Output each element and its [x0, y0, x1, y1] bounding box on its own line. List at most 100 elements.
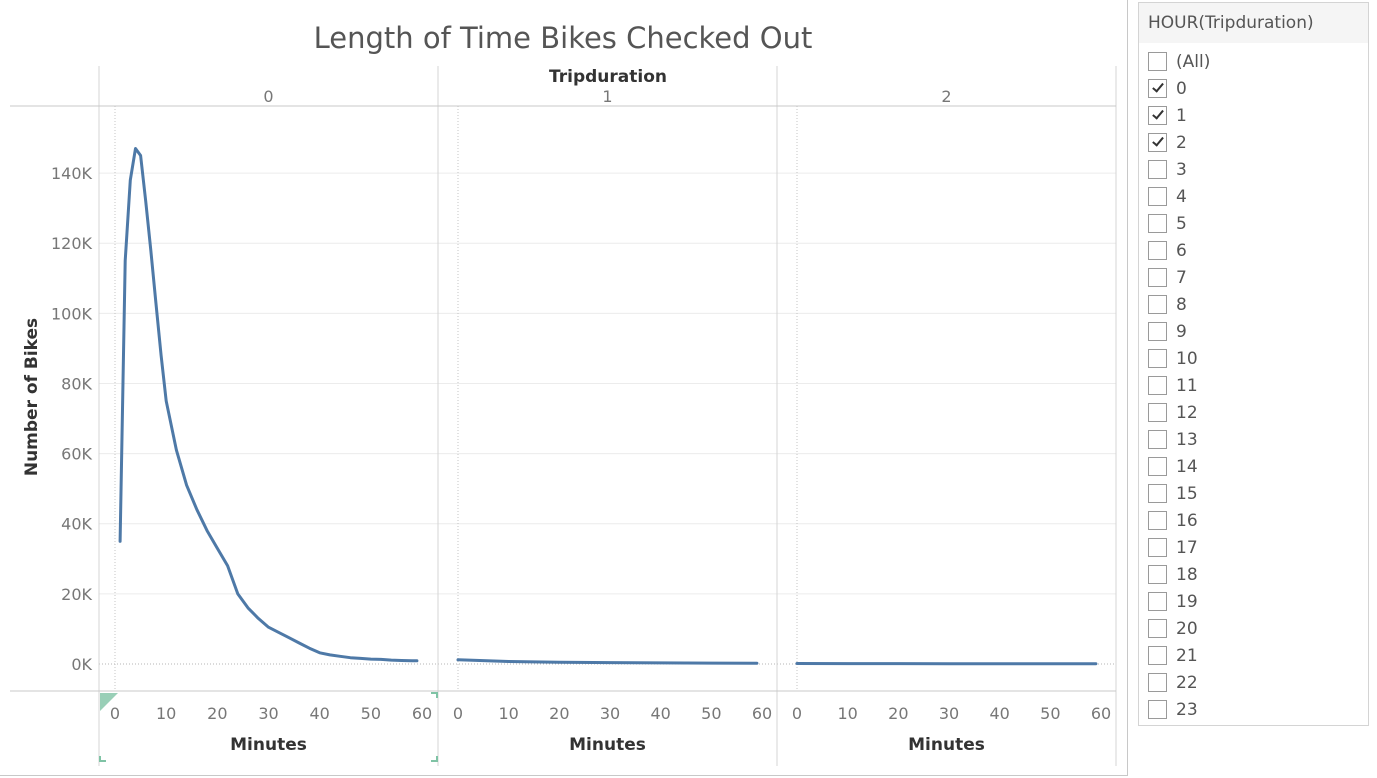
filter-item-10[interactable]: 10 — [1139, 345, 1368, 372]
filter-item-16[interactable]: 16 — [1139, 507, 1368, 534]
y-tick-label: 100K — [51, 304, 93, 323]
filter-item-label: 10 — [1176, 348, 1198, 369]
checkbox[interactable] — [1148, 457, 1167, 476]
x-tick-label: 50 — [361, 704, 381, 723]
checkbox[interactable] — [1148, 565, 1167, 584]
checkbox[interactable] — [1148, 295, 1167, 314]
checkbox[interactable] — [1148, 376, 1167, 395]
filter-item-label: 19 — [1176, 591, 1198, 612]
filter-item-8[interactable]: 8 — [1139, 291, 1368, 318]
x-tick-label: 10 — [498, 704, 518, 723]
filter-item-7[interactable]: 7 — [1139, 264, 1368, 291]
checkbox[interactable] — [1148, 106, 1167, 125]
filter-item-label: 8 — [1176, 294, 1187, 315]
checkbox[interactable] — [1148, 241, 1167, 260]
filter-item-label: 0 — [1176, 78, 1187, 99]
checkbox[interactable] — [1148, 646, 1167, 665]
filter-item-label: 6 — [1176, 240, 1187, 261]
filter-item-2[interactable]: 2 — [1139, 129, 1368, 156]
filter-item-21[interactable]: 21 — [1139, 642, 1368, 669]
filter-item-label: 20 — [1176, 618, 1198, 639]
filter-item-4[interactable]: 4 — [1139, 183, 1368, 210]
filter-item-11[interactable]: 11 — [1139, 372, 1368, 399]
filter-item-label: 11 — [1176, 375, 1198, 396]
series-line-panel-0 — [118, 147, 419, 663]
filter-item-all[interactable]: (All) — [1139, 48, 1368, 75]
checkbox[interactable] — [1148, 214, 1167, 233]
line-chart: Length of Time Bikes Checked Out Tripdur… — [10, 21, 1117, 766]
filter-item-label: 17 — [1176, 537, 1198, 558]
filter-item-label: 5 — [1176, 213, 1187, 234]
filter-item-23[interactable]: 23 — [1139, 696, 1368, 723]
checkbox[interactable] — [1148, 322, 1167, 341]
checkbox[interactable] — [1148, 538, 1167, 557]
column-header: Tripduration — [549, 67, 667, 87]
y-tick-label: 120K — [51, 234, 93, 253]
filter-item-label: (All) — [1176, 51, 1211, 72]
filter-item-5[interactable]: 5 — [1139, 210, 1368, 237]
y-tick-label: 0K — [71, 655, 92, 674]
filter-item-label: 21 — [1176, 645, 1198, 666]
filter-item-9[interactable]: 9 — [1139, 318, 1368, 345]
checkbox[interactable] — [1148, 511, 1167, 530]
checkbox[interactable] — [1148, 268, 1167, 287]
y-tick-label: 20K — [61, 585, 92, 604]
x-axis-label: Minutes — [569, 735, 646, 755]
filter-item-15[interactable]: 15 — [1139, 480, 1368, 507]
y-axis-label: Number of Bikes — [22, 318, 42, 476]
chart-sheet: Length of Time Bikes Checked Out Tripdur… — [0, 0, 1128, 776]
checkbox[interactable] — [1148, 619, 1167, 638]
filter-list: (All) 0 1 2 3 4 5 6 7 8 9 10 11 12 13 14 15 16 17 18 19 20 21 2… — [1139, 43, 1368, 723]
checkbox[interactable] — [1148, 187, 1167, 206]
filter-item-label: 23 — [1176, 699, 1198, 720]
y-tick-label: 60K — [61, 445, 92, 464]
panel-header-label: 2 — [941, 87, 951, 106]
x-tick-label: 40 — [650, 704, 670, 723]
filter-item-22[interactable]: 22 — [1139, 669, 1368, 696]
checkbox[interactable] — [1148, 160, 1167, 179]
filter-item-6[interactable]: 6 — [1139, 237, 1368, 264]
checkbox[interactable] — [1148, 430, 1167, 449]
filter-item-label: 18 — [1176, 564, 1198, 585]
x-tick-label: 20 — [549, 704, 569, 723]
filter-item-19[interactable]: 19 — [1139, 588, 1368, 615]
checkbox[interactable] — [1148, 592, 1167, 611]
filter-item-label: 2 — [1176, 132, 1187, 153]
checkbox[interactable] — [1148, 484, 1167, 503]
x-tick-label: 20 — [888, 704, 908, 723]
filter-item-17[interactable]: 17 — [1139, 534, 1368, 561]
y-tick-label: 40K — [61, 515, 92, 534]
x-tick-label: 30 — [258, 704, 278, 723]
filter-item-18[interactable]: 18 — [1139, 561, 1368, 588]
filter-item-20[interactable]: 20 — [1139, 615, 1368, 642]
x-tick-label: 0 — [110, 704, 120, 723]
x-tick-label: 30 — [939, 704, 959, 723]
filter-item-3[interactable]: 3 — [1139, 156, 1368, 183]
x-tick-label: 60 — [752, 704, 772, 723]
checkbox[interactable] — [1148, 673, 1167, 692]
x-tick-label: 0 — [792, 704, 802, 723]
x-tick-label: 10 — [156, 704, 176, 723]
checkbox[interactable] — [1148, 52, 1167, 71]
filter-item-label: 16 — [1176, 510, 1198, 531]
filter-item-label: 12 — [1176, 402, 1198, 423]
checkbox[interactable] — [1148, 79, 1167, 98]
x-tick-label: 0 — [453, 704, 463, 723]
x-tick-label: 50 — [1040, 704, 1060, 723]
checkbox[interactable] — [1148, 133, 1167, 152]
series-line-panel-1 — [456, 658, 759, 665]
x-tick-label: 40 — [309, 704, 329, 723]
filter-item-0[interactable]: 0 — [1139, 75, 1368, 102]
x-axis-label: Minutes — [908, 735, 985, 755]
checkbox[interactable] — [1148, 700, 1167, 719]
filter-item-13[interactable]: 13 — [1139, 426, 1368, 453]
checkbox[interactable] — [1148, 403, 1167, 422]
x-tick-label: 40 — [989, 704, 1009, 723]
filter-item-label: 1 — [1176, 105, 1187, 126]
filter-item-14[interactable]: 14 — [1139, 453, 1368, 480]
checkbox[interactable] — [1148, 349, 1167, 368]
filter-title: HOUR(Tripduration) — [1139, 3, 1368, 43]
selection-corner-marker — [100, 693, 118, 711]
filter-item-1[interactable]: 1 — [1139, 102, 1368, 129]
filter-item-12[interactable]: 12 — [1139, 399, 1368, 426]
